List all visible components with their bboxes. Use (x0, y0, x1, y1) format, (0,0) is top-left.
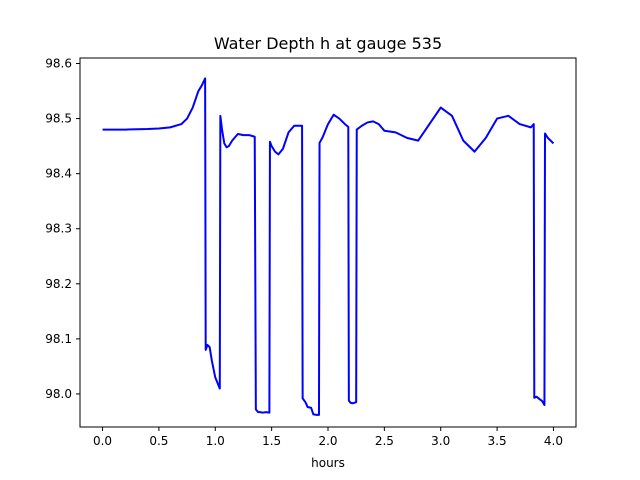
x-tick-label: 1.5 (262, 434, 281, 448)
x-tick-label: 4.0 (544, 434, 563, 448)
x-tick-label: 0.5 (149, 434, 168, 448)
y-tick-label: 98.3 (45, 222, 72, 236)
x-tick-label: 1.0 (206, 434, 225, 448)
plot-area (102, 77, 555, 416)
x-tick-label: 2.5 (375, 434, 394, 448)
axes: 0.0 0.5 1.0 1.5 2.0 2.5 3.0 3.5 4.0 98.0 98.1 98.2 9… (45, 57, 577, 448)
y-tick-label: 98.2 (45, 277, 72, 291)
x-tick-label: 0.0 (93, 434, 112, 448)
x-tick-label: 3.0 (431, 434, 450, 448)
plot-frame (79, 57, 577, 428)
y-tick-label: 98.5 (45, 112, 72, 126)
y-tick-label: 98.1 (45, 332, 72, 346)
x-tick-label: 2.0 (318, 434, 337, 448)
series-line-0 (102, 77, 555, 416)
y-tick-label: 98.0 (45, 387, 72, 401)
y-tick-label: 98.6 (45, 57, 72, 71)
y-tick-label: 98.4 (45, 167, 72, 181)
x-tick-label: 3.5 (488, 434, 507, 448)
x-axis-label: hours (311, 456, 345, 470)
chart-title: Water Depth h at gauge 535 (214, 34, 442, 53)
